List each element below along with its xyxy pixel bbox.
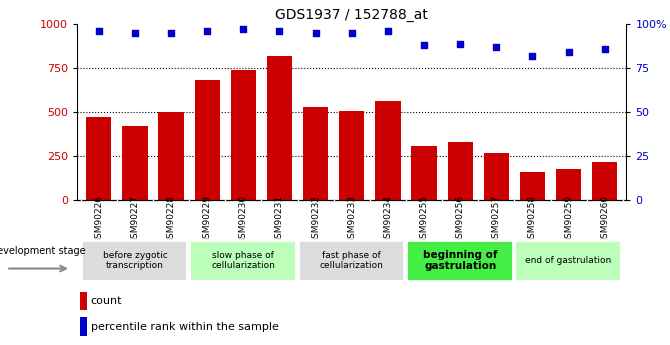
- Point: [383, 28, 393, 34]
- Bar: [411, 146, 437, 200]
- Text: GSM90228: GSM90228: [167, 195, 176, 244]
- Text: GSM90259: GSM90259: [564, 195, 573, 244]
- Bar: [80, 240, 188, 281]
- Bar: [520, 172, 545, 200]
- Text: GSM90227: GSM90227: [131, 195, 139, 244]
- Text: GSM90256: GSM90256: [456, 195, 465, 244]
- Text: end of gastrulation: end of gastrulation: [525, 256, 612, 265]
- Point: [274, 28, 285, 34]
- Bar: [448, 142, 473, 200]
- Text: beginning of
gastrulation: beginning of gastrulation: [423, 250, 497, 271]
- Point: [491, 44, 502, 50]
- Bar: [515, 240, 621, 281]
- Text: development stage: development stage: [0, 246, 86, 256]
- Text: GSM90234: GSM90234: [383, 195, 393, 244]
- Text: GSM90257: GSM90257: [492, 195, 501, 244]
- Bar: [230, 70, 256, 200]
- Bar: [86, 117, 111, 200]
- Point: [93, 28, 104, 34]
- Text: GSM90255: GSM90255: [419, 195, 429, 244]
- Text: GSM90226: GSM90226: [94, 195, 103, 244]
- Title: GDS1937 / 152788_at: GDS1937 / 152788_at: [275, 8, 428, 22]
- Bar: [406, 240, 513, 281]
- Text: slow phase of
cellularization: slow phase of cellularization: [211, 251, 275, 270]
- Point: [419, 42, 429, 48]
- Bar: [592, 162, 618, 200]
- Text: GSM90230: GSM90230: [239, 195, 248, 244]
- Bar: [80, 292, 86, 310]
- Point: [202, 28, 212, 34]
- Bar: [484, 152, 509, 200]
- Text: count: count: [91, 296, 123, 306]
- Text: GSM90231: GSM90231: [275, 195, 284, 244]
- Bar: [80, 317, 86, 335]
- Bar: [158, 112, 184, 200]
- Text: GSM90232: GSM90232: [311, 195, 320, 244]
- Point: [238, 27, 249, 32]
- Point: [165, 30, 176, 36]
- Point: [563, 50, 574, 55]
- Text: GSM90233: GSM90233: [347, 195, 356, 244]
- Text: GSM90260: GSM90260: [600, 195, 609, 244]
- Bar: [267, 56, 292, 200]
- Bar: [375, 101, 401, 200]
- Text: GSM90258: GSM90258: [528, 195, 537, 244]
- Bar: [556, 169, 582, 200]
- Text: percentile rank within the sample: percentile rank within the sample: [91, 322, 279, 332]
- Bar: [122, 126, 147, 200]
- Text: before zygotic
transcription: before zygotic transcription: [103, 251, 168, 270]
- Bar: [189, 240, 295, 281]
- Point: [455, 41, 466, 46]
- Bar: [194, 80, 220, 200]
- Point: [129, 30, 140, 36]
- Text: fast phase of
cellularization: fast phase of cellularization: [320, 251, 384, 270]
- Point: [527, 53, 538, 59]
- Text: GSM90229: GSM90229: [202, 195, 212, 244]
- Bar: [303, 107, 328, 200]
- Point: [600, 46, 610, 51]
- Point: [346, 30, 357, 36]
- Point: [310, 30, 321, 36]
- Bar: [339, 111, 364, 200]
- Bar: [297, 240, 404, 281]
